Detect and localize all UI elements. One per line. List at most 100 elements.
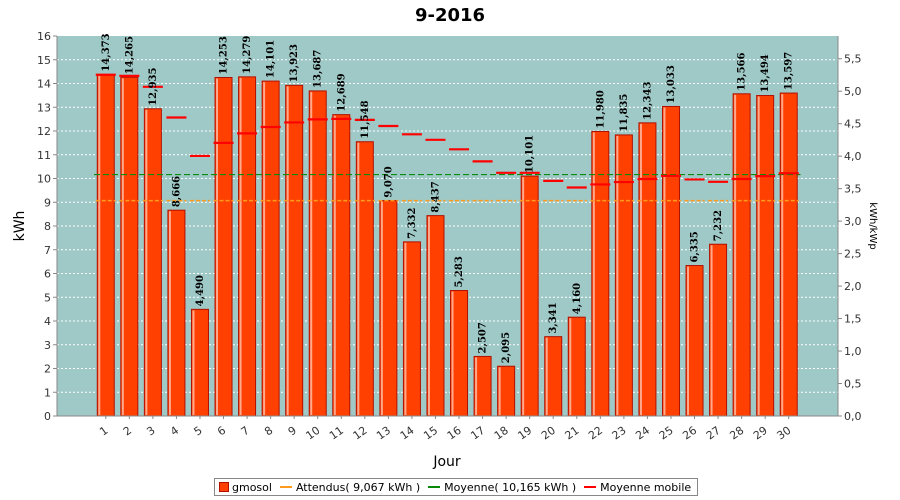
legend-label-moyenne: Moyenne( 10,165 kWh )	[444, 480, 577, 494]
y-right-tick-label: 4,5	[844, 118, 862, 131]
bar-highlight	[734, 94, 737, 416]
y-tick-label: 13	[37, 101, 51, 114]
x-tick-label: 18	[492, 424, 511, 443]
bar-highlight	[616, 135, 619, 415]
y-tick-label: 15	[37, 54, 51, 67]
bar-highlight	[263, 82, 266, 415]
data-label: 14,101	[266, 40, 277, 78]
y-tick-label: 16	[37, 30, 51, 43]
y-tick-label: 1	[44, 386, 51, 399]
x-tick-label: 30	[775, 424, 794, 443]
y-tick-label: 0	[44, 410, 51, 423]
legend-item-gmosol: gmosol	[219, 481, 272, 494]
bar-highlight	[168, 211, 171, 415]
y-tick-label: 2	[44, 363, 51, 376]
bar-highlight	[592, 132, 595, 415]
bar-highlight	[757, 96, 760, 415]
y-right-tick-label: 3,5	[844, 183, 862, 196]
x-tick-label: 2	[121, 424, 134, 439]
data-label: 2,095	[501, 332, 512, 363]
data-label: 13,494	[760, 54, 771, 92]
y-right-tick-label: 5,0	[844, 85, 862, 98]
data-label: 14,265	[124, 36, 135, 74]
y-tick-label: 11	[37, 149, 51, 162]
data-label: 7,332	[407, 208, 418, 239]
data-label: 12,935	[148, 67, 159, 105]
data-label: 8,437	[430, 181, 441, 212]
bar-highlight	[639, 123, 642, 415]
x-tick-label: 27	[704, 424, 723, 443]
bar-highlight	[380, 201, 383, 415]
y-right-tick-label: 1,0	[844, 345, 862, 358]
x-tick-label: 6	[215, 424, 228, 439]
bar-highlight	[404, 242, 407, 415]
plot-area	[57, 36, 838, 416]
bar-highlight	[781, 94, 784, 415]
data-label: 13,923	[289, 44, 300, 82]
bar-highlight	[239, 77, 242, 415]
y-tick-label: 3	[44, 339, 51, 352]
y-tick-label: 4	[44, 315, 51, 328]
data-label: 3,341	[548, 302, 559, 333]
y-tick-label: 5	[44, 291, 51, 304]
bar-highlight	[498, 367, 501, 415]
y-right-tick-label: 2,0	[844, 280, 862, 293]
x-tick-label: 4	[168, 424, 181, 439]
x-tick-label: 17	[468, 424, 487, 443]
x-axis-label: Jour	[432, 454, 461, 470]
legend-label-attendus: Attendus( 9,067 kWh )	[295, 480, 421, 494]
bar-highlight	[98, 75, 101, 416]
data-label: 13,566	[737, 52, 748, 90]
bar-highlight	[145, 109, 148, 415]
x-tick-label: 28	[727, 424, 746, 443]
x-tick-label: 21	[563, 424, 582, 443]
bar-highlight	[522, 177, 525, 415]
data-label: 6,335	[690, 231, 701, 262]
data-label: 13,597	[784, 52, 795, 90]
y-axis-right-label: kWh/kWp	[867, 202, 878, 249]
chart-title: 9-2016	[415, 5, 485, 26]
legend: gmosol Attendus( 9,067 kWh ) Moyenne( 10…	[214, 478, 699, 496]
bar-highlight	[710, 245, 713, 415]
data-label: 13,687	[313, 50, 324, 88]
data-label: 11,980	[595, 90, 606, 128]
legend-label-mobile: Moyenne mobile	[600, 480, 692, 494]
bar-highlight	[192, 310, 195, 415]
x-tick-label: 19	[515, 424, 534, 443]
y-tick-label: 7	[44, 244, 51, 257]
bar-highlight	[121, 78, 124, 416]
x-tick-label: 13	[374, 424, 393, 443]
y-tick-label: 10	[37, 173, 51, 186]
legend-swatch-mobile	[584, 486, 597, 488]
data-label: 9,070	[383, 166, 394, 197]
legend-swatch-moyenne	[428, 486, 441, 488]
x-tick-label: 25	[657, 424, 676, 443]
bar-highlight	[333, 115, 336, 415]
y-right-tick-label: 0,0	[844, 410, 862, 423]
data-label: 10,101	[525, 135, 536, 173]
data-label: 11,835	[619, 94, 630, 132]
x-tick-label: 12	[351, 424, 370, 443]
x-tick-label: 23	[610, 424, 629, 443]
x-tick-label: 29	[751, 424, 770, 443]
data-label: 14,279	[242, 36, 253, 74]
data-label: 2,507	[478, 322, 489, 353]
bar-highlight	[286, 86, 289, 416]
legend-swatch-attendus	[279, 486, 292, 488]
data-label: 13,033	[666, 65, 677, 103]
x-tick-label: 1	[97, 424, 110, 439]
bar-highlight	[451, 291, 454, 415]
data-label: 12,689	[336, 73, 347, 111]
y-tick-label: 6	[44, 268, 51, 281]
x-tick-label: 16	[445, 424, 464, 443]
y-right-tick-label: 1,5	[844, 313, 862, 326]
legend-swatch-gmosol	[219, 482, 229, 492]
bar-highlight	[357, 142, 360, 416]
y-tick-label: 8	[44, 220, 51, 233]
x-tick-label: 9	[286, 424, 299, 439]
y-right-tick-label: 2,5	[844, 248, 862, 261]
data-label: 4,160	[572, 283, 583, 314]
bar-highlight	[545, 337, 548, 415]
bar-highlight	[216, 78, 219, 416]
